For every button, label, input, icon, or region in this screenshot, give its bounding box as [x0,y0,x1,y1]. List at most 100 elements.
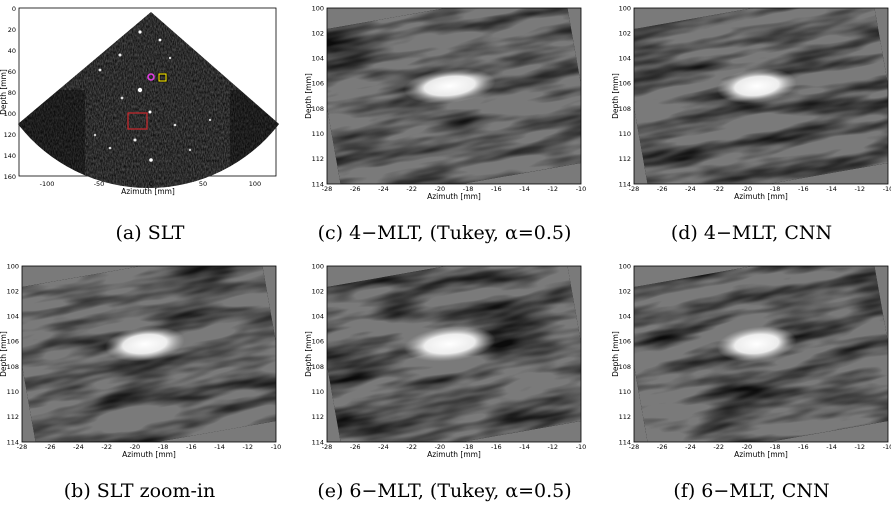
xtick: -26 [657,185,668,193]
xtick: -28 [629,443,640,451]
panel-e: 100 102 104 106 108 110 112 114 -28 -26 -24 -22 -20 -… [304,258,587,459]
caption-b: (b) SLT zoom-in [63,480,216,502]
xtick: -28 [322,185,333,193]
ytick: 114 [312,438,324,446]
xtick: -22 [406,185,417,193]
zoom-plot: 100 102 104 106 108 110 112 114-28 -26 -24 -22 -20 -… [0,262,282,459]
xtick: -16 [186,443,197,451]
ytick: 104 [619,55,631,63]
xtick: -20 [435,443,446,451]
zoom-plot: 100 102 104 106 108 110 112 114-28 -26 -24 -22 -20 -… [304,262,587,459]
ytick: 110 [312,130,324,138]
xtick: -18 [770,443,781,451]
xtick: -24 [378,185,389,193]
xtick: -22 [713,185,724,193]
speckle-image [327,8,581,184]
axes-frame [21,265,277,443]
xtick: 100 [249,180,261,188]
ytick: 108 [312,105,324,113]
xtick: -28 [322,443,333,451]
speckle-image [327,266,581,442]
ytick: 114 [619,438,631,446]
ytick: 100 [7,262,19,270]
y-ticks-a: 0 20 40 60 80 100 120 140 160 [4,5,16,181]
ytick: 106 [619,80,631,88]
x-axis-label: Azimuth [mm] [734,192,788,201]
xtick: -26 [350,443,361,451]
xtick: -16 [798,185,809,193]
xtick: -20 [742,443,753,451]
ytick: 108 [7,363,19,371]
xtick: -20 [742,185,753,193]
xtick: -24 [378,443,389,451]
xtick: -26 [350,185,361,193]
ytick: 100 [619,4,631,12]
xtick: -24 [685,185,696,193]
ytick: 80 [8,89,16,97]
ytick: 114 [312,180,324,188]
ytick: 112 [7,413,19,421]
zoom-plot: 100 102 104 106 108 110 112 114-28 -26 -24 -22 -20 -… [611,4,891,201]
ytick: 100 [312,262,324,270]
ytick: 100 [619,262,631,270]
xtick: -10 [271,443,282,451]
ytick: 104 [619,313,631,321]
xtick: -20 [435,185,446,193]
caption-a: (a) SLT [115,222,185,244]
xtick: -20 [130,443,141,451]
xtick: -14 [519,443,530,451]
xtick: -16 [798,443,809,451]
ytick: 110 [619,130,631,138]
caption-c: (c) 4−MLT, (Tukey, α=0.5) [317,222,572,244]
x-ticks-a: -100 -50 0 50 100 [40,180,262,188]
speckle-image [634,266,888,442]
xtick: -14 [826,443,837,451]
ytick: 108 [312,363,324,371]
bright-target [403,326,496,362]
ytick: 102 [7,287,19,295]
ytick: 160 [4,173,16,181]
ytick: 106 [312,80,324,88]
ytick: 120 [4,131,16,139]
ytick: 0 [12,5,16,13]
ytick: 102 [312,287,324,295]
ytick: 106 [619,338,631,346]
y-axis-label: Depth [mm] [304,73,313,119]
xtick: -26 [657,443,668,451]
x-axis-label: Azimuth [mm] [122,450,176,459]
ytick: 108 [619,363,631,371]
zoom-plot: 100 102 104 106 108 110 112 114-28 -26 -24 -22 -20 -… [611,262,891,459]
panel-c: 100 102 104 106 108 110 112 114 -28 -26 -24 -22 -20 -… [304,0,587,201]
ytick: 114 [619,180,631,188]
bright-target [403,68,496,104]
ytick: 114 [7,438,19,446]
xtick: -50 [94,180,105,188]
ytick: 104 [7,313,19,321]
ytick: 104 [312,55,324,63]
xtick: -14 [214,443,225,451]
x-axis-label: Azimuth [mm] [427,450,481,459]
y-axis-label: Depth [mm] [611,73,620,119]
xtick: -22 [101,443,112,451]
ytick: 102 [619,29,631,37]
zoom-plot: 100 102 104 106 108 110 112 114-28 -26 -24 -22 -20 -… [304,4,587,201]
caption-f: (f) 6−MLT, CNN [673,480,830,502]
xtick: -10 [576,185,587,193]
xtick: -14 [519,185,530,193]
xtick: -18 [463,185,474,193]
ytick: 100 [4,110,16,118]
xtick: -18 [770,185,781,193]
ytick: 112 [619,413,631,421]
ytick: 100 [312,4,324,12]
ytick: 20 [8,26,16,34]
xtick: -10 [576,443,587,451]
xtick: -16 [491,185,502,193]
speckle-image [634,8,888,184]
xtick: -12 [242,443,253,451]
ytick: 140 [4,152,16,160]
axes-frame [326,7,582,185]
xtick: -18 [158,443,169,451]
ytick: 102 [619,287,631,295]
xtick: -12 [854,185,865,193]
xtick: -100 [40,180,55,188]
